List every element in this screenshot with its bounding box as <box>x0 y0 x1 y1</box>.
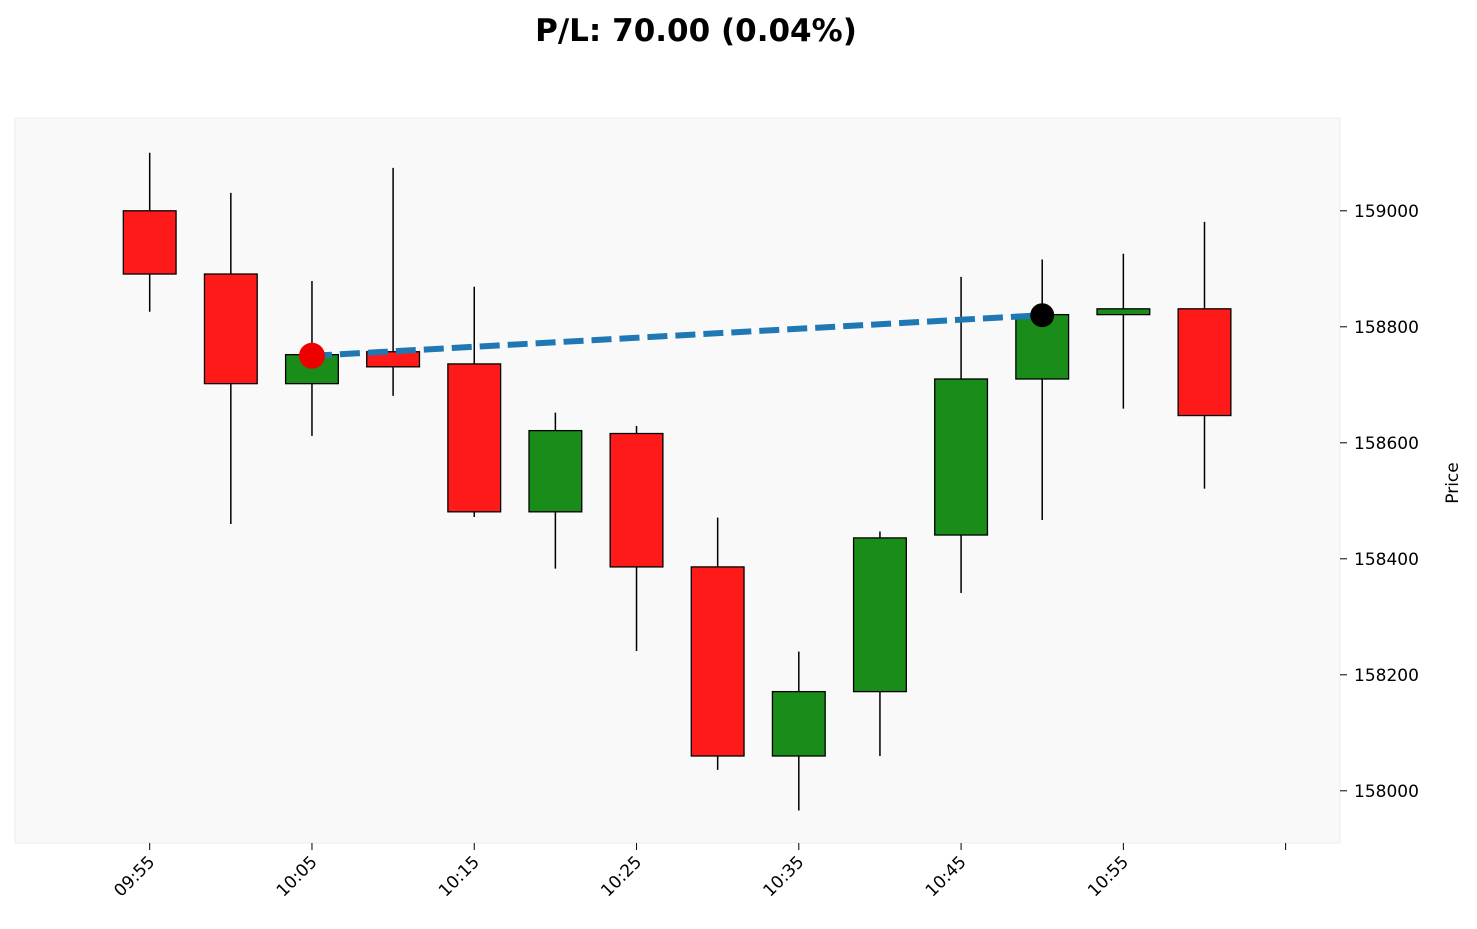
y-tick-label: 158200 <box>1354 666 1419 686</box>
candle-body <box>366 351 421 368</box>
x-tick-label: 10:55 <box>1084 852 1133 901</box>
chart-title: P/L: 70.00 (0.04%) <box>535 13 857 49</box>
candle-body <box>447 363 502 513</box>
trade-line <box>311 312 1043 359</box>
candle-body <box>609 432 664 568</box>
trade-entry <box>298 342 325 369</box>
candle-body <box>528 429 583 513</box>
y-tick-label: 158600 <box>1354 434 1419 454</box>
candle-body <box>852 537 907 693</box>
x-tick-label: 10:25 <box>597 852 646 901</box>
candle-body <box>122 210 177 275</box>
candle-body <box>203 273 258 385</box>
x-tick-label: 09:55 <box>110 852 159 901</box>
x-tick-label: 10:05 <box>273 852 322 901</box>
candle-body <box>1096 308 1151 316</box>
y-tick-label: 158800 <box>1354 318 1419 338</box>
x-tick-label: 10:45 <box>922 852 971 901</box>
candle-body <box>690 566 745 757</box>
y-axis-label: Price <box>1443 462 1463 503</box>
y-tick-label: 158400 <box>1354 550 1419 570</box>
trade-exit <box>1030 303 1055 328</box>
plot-area <box>14 117 1341 844</box>
candle-body <box>934 378 989 536</box>
x-tick-label: 10:15 <box>435 852 484 901</box>
x-tick-label: 10:35 <box>760 852 809 901</box>
y-tick-label: 159000 <box>1354 202 1419 222</box>
candle-body <box>1177 308 1232 417</box>
y-tick-label: 158000 <box>1354 782 1419 802</box>
candle-body <box>771 690 826 757</box>
